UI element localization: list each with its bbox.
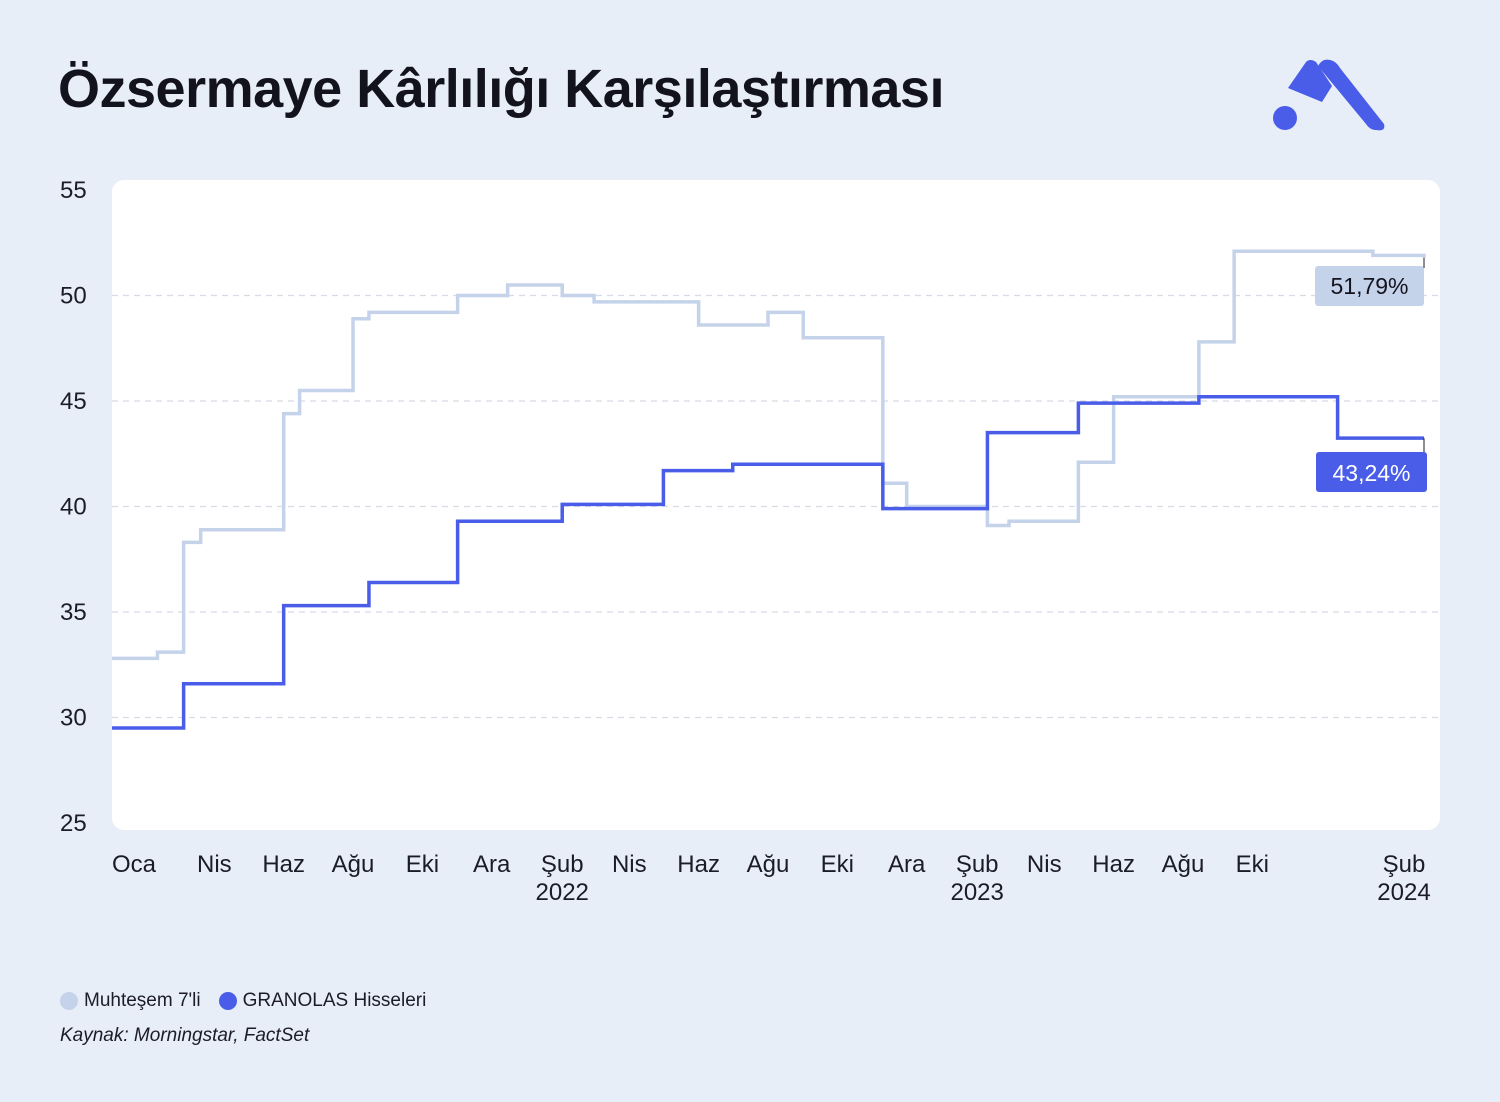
x-tick-label-3: Ağu: [332, 851, 375, 878]
x-tick-year-12: 2023: [950, 879, 1003, 906]
x-tick-year-17: 2024: [1377, 879, 1430, 906]
x-tick-label-12: Şub: [956, 851, 999, 878]
end-label-box-1: [1316, 452, 1427, 492]
legend-dot-granolas: [218, 992, 237, 1010]
x-tick-label-11: Ara: [888, 851, 926, 878]
y-tick-label-35: 35: [60, 599, 87, 626]
x-tick-label-8: Haz: [677, 851, 720, 878]
legend: Muhteşem 7'li GRANOLAS Hisseleri: [60, 990, 426, 1012]
x-tick-label-10: Eki: [821, 851, 854, 878]
plot-area: [112, 180, 1440, 830]
x-tick-year-6: 2022: [536, 879, 589, 906]
legend-label-muhtesem: Muhteşem 7'li: [84, 990, 201, 1011]
legend-dot-muhtesem: [60, 992, 78, 1010]
series-line-0: [112, 249, 1426, 661]
y-tick-label-25: 25: [60, 810, 87, 837]
x-tick-label-5: Ara: [473, 851, 511, 878]
source-note: Kaynak: Morningstar, FactSet: [60, 1025, 310, 1046]
x-tick-label-0: Oca: [112, 851, 157, 878]
brand-logo-icon: [1273, 59, 1385, 131]
x-tick-label-17: Şub: [1383, 851, 1426, 878]
x-tick-label-9: Ağu: [747, 851, 790, 878]
x-tick-label-2: Haz: [262, 851, 305, 878]
y-tick-label-50: 50: [60, 283, 87, 310]
series-line-1: [112, 395, 1424, 730]
x-tick-label-4: Eki: [406, 851, 439, 878]
page-title: Özsermaye Kârlılığı Karşılaştırması: [58, 59, 944, 119]
x-tick-label-13: Nis: [1027, 851, 1062, 878]
end-label-box-0: [1315, 266, 1424, 306]
x-tick-label-15: Ağu: [1162, 851, 1205, 878]
y-tick-label-30: 30: [60, 705, 87, 732]
x-tick-label-6: Şub: [541, 851, 584, 878]
legend-label-granolas: GRANOLAS Hisseleri: [242, 990, 427, 1011]
y-tick-label-40: 40: [60, 494, 87, 521]
end-label-0: 51,79%: [1330, 273, 1408, 299]
end-label-1: 43,24%: [1332, 460, 1410, 486]
x-tick-label-14: Haz: [1092, 851, 1135, 878]
y-tick-label-45: 45: [60, 388, 87, 415]
y-tick-label-55: 55: [60, 177, 87, 204]
x-tick-label-7: Nis: [612, 851, 647, 878]
legend-item-muhtesem: Muhteşem 7'li: [60, 990, 201, 1012]
x-tick-label-16: Eki: [1236, 851, 1269, 878]
legend-item-granolas: GRANOLAS Hisseleri: [218, 990, 427, 1012]
x-tick-label-1: Nis: [197, 851, 232, 878]
